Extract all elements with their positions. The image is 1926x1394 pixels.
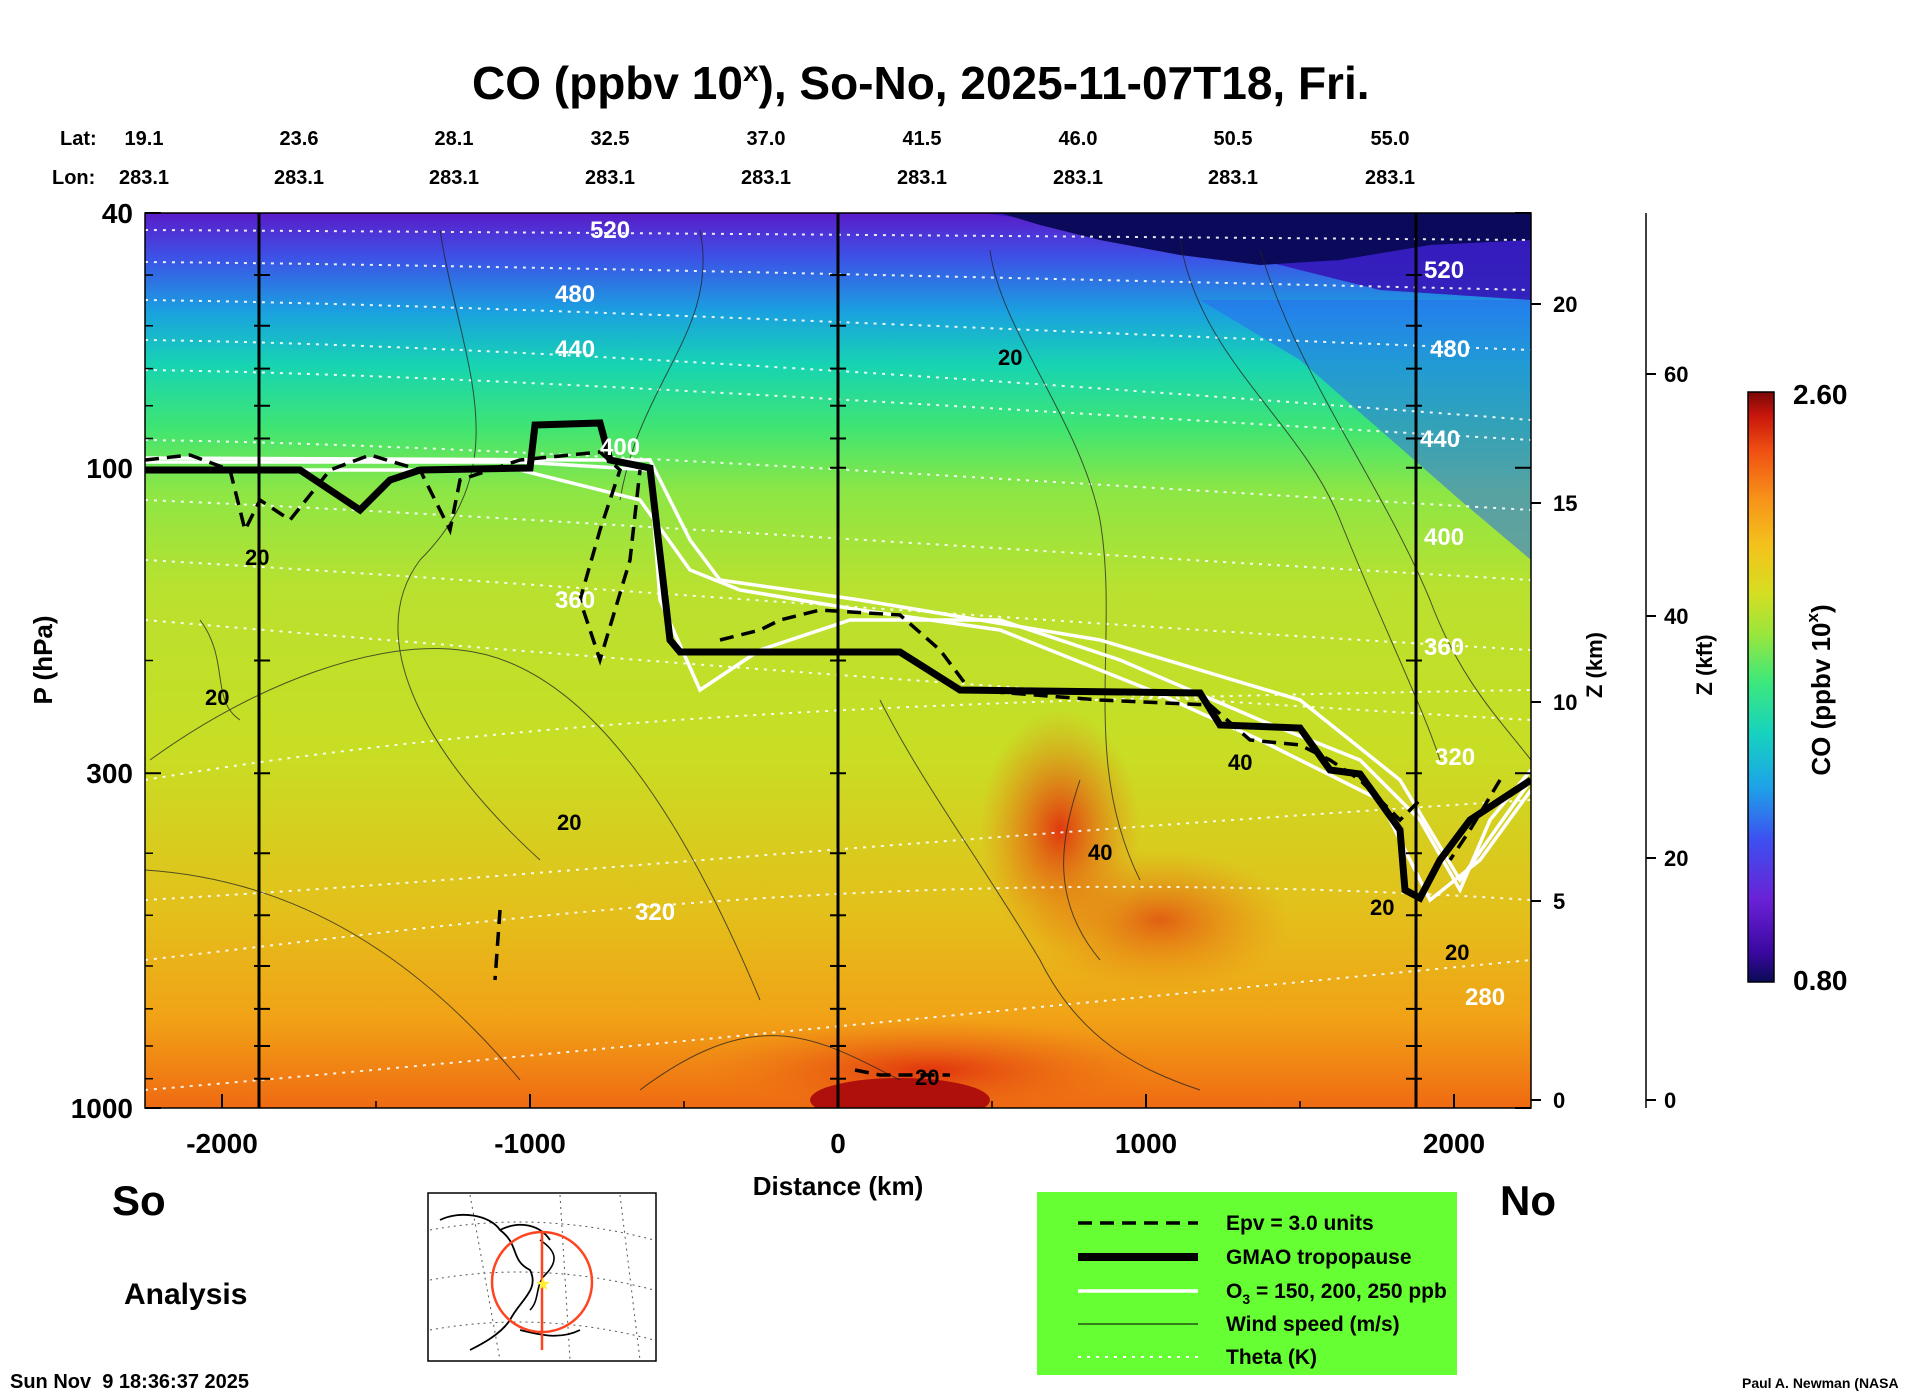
z-kft-tick-label: 60 bbox=[1664, 362, 1688, 387]
z-km-label: Z (km) bbox=[1582, 632, 1607, 698]
legend: Epv = 3.0 units GMAO tropopause O3 = 150… bbox=[1037, 1192, 1457, 1375]
lon-value: 283.1 bbox=[1365, 167, 1415, 189]
z-kft-tick-label: 40 bbox=[1664, 604, 1688, 629]
x-tick-label: 2000 bbox=[1423, 1128, 1485, 1159]
y-axis-label: P (hPa) bbox=[28, 615, 58, 704]
theta-label: 360 bbox=[1424, 634, 1464, 661]
z-km-tick-label: 20 bbox=[1553, 292, 1577, 317]
contour-labels: 520 520 480 480 440 440 400 400 360 360 320 320 280 2… bbox=[205, 217, 1505, 1090]
lon-value: 283.1 bbox=[585, 167, 635, 189]
co-min-region bbox=[1000, 213, 1531, 265]
lon-value: 283.1 bbox=[897, 167, 947, 189]
lon-value: 283.1 bbox=[1053, 167, 1103, 189]
legend-epv-label: Epv = 3.0 units bbox=[1226, 1212, 1374, 1235]
z-km-tick-label: 15 bbox=[1553, 491, 1577, 516]
wind-label: 20 bbox=[557, 810, 581, 835]
analysis-label: Analysis bbox=[124, 1278, 247, 1311]
legend-tropopause-label: GMAO tropopause bbox=[1226, 1246, 1412, 1269]
z-kft-label: Z (kft) bbox=[1692, 634, 1717, 695]
z-km-tick-label: 5 bbox=[1553, 889, 1565, 914]
x-tick-label: 0 bbox=[830, 1128, 846, 1159]
chart-title: CO (ppbv 10x), So-No, 2025-11-07T18, Fri… bbox=[472, 56, 1370, 109]
epv-contours bbox=[145, 450, 1502, 1077]
theta-label: 320 bbox=[1435, 744, 1475, 771]
z-km-tick-label: 10 bbox=[1553, 690, 1577, 715]
lat-value: 19.1 bbox=[125, 128, 164, 150]
gmao-tropopause-line bbox=[145, 419, 1531, 903]
wind-label: 40 bbox=[1228, 750, 1252, 775]
wind-label: 40 bbox=[1088, 840, 1112, 865]
lon-value: 283.1 bbox=[741, 167, 791, 189]
y-tick-label: 300 bbox=[86, 758, 133, 789]
colorbar-title: CO (ppbv 10x) bbox=[1803, 604, 1836, 775]
theta-label: 320 bbox=[635, 899, 675, 926]
wind-label: 20 bbox=[998, 345, 1022, 370]
lon-value: 283.1 bbox=[274, 167, 324, 189]
theta-label: 440 bbox=[1420, 426, 1460, 453]
pressure-axis: 40 100 300 1000 bbox=[71, 198, 1531, 1124]
theta-label: 480 bbox=[555, 281, 595, 308]
lat-value: 55.0 bbox=[1371, 128, 1410, 150]
lat-value: 23.6 bbox=[280, 128, 319, 150]
lat-value: 32.5 bbox=[591, 128, 630, 150]
distance-axis: -2000 -1000 0 1000 2000 bbox=[186, 1094, 1485, 1159]
lat-header-label: Lat: bbox=[60, 128, 97, 150]
wind-label: 20 bbox=[1370, 895, 1394, 920]
theta-label: 360 bbox=[555, 587, 595, 614]
y-tick-label: 40 bbox=[102, 198, 133, 229]
lon-value: 283.1 bbox=[1208, 167, 1258, 189]
legend-theta-label: Theta (K) bbox=[1226, 1346, 1317, 1369]
z-kft-tick-label: 0 bbox=[1664, 1088, 1676, 1113]
x-tick-label: -2000 bbox=[186, 1128, 258, 1159]
lat-value: 46.0 bbox=[1059, 128, 1098, 150]
legend-wind-label: Wind speed (m/s) bbox=[1226, 1313, 1400, 1336]
timestamp: Sun Nov 9 18:36:37 2025 bbox=[10, 1371, 249, 1393]
z-km-tick-label: 0 bbox=[1553, 1088, 1565, 1113]
co-blue-lobe bbox=[1200, 300, 1531, 560]
co-max-surface bbox=[810, 1078, 990, 1108]
x-tick-label: -1000 bbox=[494, 1128, 566, 1159]
co-warm-plume bbox=[1030, 850, 1290, 990]
wind-label: 20 bbox=[245, 545, 269, 570]
theta-label: 480 bbox=[1430, 336, 1470, 363]
y-tick-label: 1000 bbox=[71, 1093, 133, 1124]
lat-value: 41.5 bbox=[903, 128, 942, 150]
plot-area: 520 520 480 480 440 440 400 400 360 360 320 320 280 2… bbox=[145, 213, 1531, 1108]
theta-label: 400 bbox=[1424, 524, 1464, 551]
z-kft-axis: 0 20 40 60 bbox=[1646, 362, 1688, 1113]
colorbar-max-label: 2.60 bbox=[1793, 379, 1848, 410]
x-axis-label: Distance (km) bbox=[753, 1171, 924, 1201]
theta-label: 520 bbox=[590, 217, 630, 244]
theta-label: 400 bbox=[600, 434, 640, 461]
z-kft-tick-label: 20 bbox=[1664, 846, 1688, 871]
theta-label: 440 bbox=[555, 336, 595, 363]
wind-label: 20 bbox=[1445, 940, 1469, 965]
y-tick-label: 100 bbox=[86, 453, 133, 484]
north-end-label: No bbox=[1500, 1177, 1556, 1224]
wind-contours bbox=[145, 229, 1531, 1091]
x-tick-label: 1000 bbox=[1115, 1128, 1177, 1159]
lon-header-label: Lon: bbox=[52, 167, 95, 189]
wind-label: 20 bbox=[205, 685, 229, 710]
lat-value: 37.0 bbox=[747, 128, 786, 150]
locator-map: ★ bbox=[427, 1192, 657, 1362]
lon-value: 283.1 bbox=[119, 167, 169, 189]
lon-value: 283.1 bbox=[429, 167, 479, 189]
wind-label: 20 bbox=[915, 1065, 939, 1090]
theta-label: 280 bbox=[1465, 984, 1505, 1011]
map-center-star-icon: ★ bbox=[535, 1274, 551, 1294]
z-km-axis: 0 5 10 15 20 bbox=[1531, 292, 1577, 1113]
credit: Paul A. Newman (NASA bbox=[1742, 1375, 1899, 1391]
theta-isentropes bbox=[145, 229, 1531, 1091]
south-end-label: So bbox=[112, 1177, 166, 1224]
marker-ticks bbox=[254, 274, 1422, 1080]
legend-ozone-label: O3 = 150, 200, 250 ppb bbox=[1226, 1280, 1447, 1307]
lat-lon-row: 19.1 23.6 28.1 32.5 37.0 41.5 46.0 50.5 55.0 283.… bbox=[119, 128, 1415, 189]
lat-value: 28.1 bbox=[435, 128, 474, 150]
colorbar bbox=[1747, 391, 1775, 983]
theta-label: 520 bbox=[1424, 257, 1464, 284]
lat-value: 50.5 bbox=[1214, 128, 1253, 150]
colorbar-min-label: 0.80 bbox=[1793, 965, 1848, 996]
